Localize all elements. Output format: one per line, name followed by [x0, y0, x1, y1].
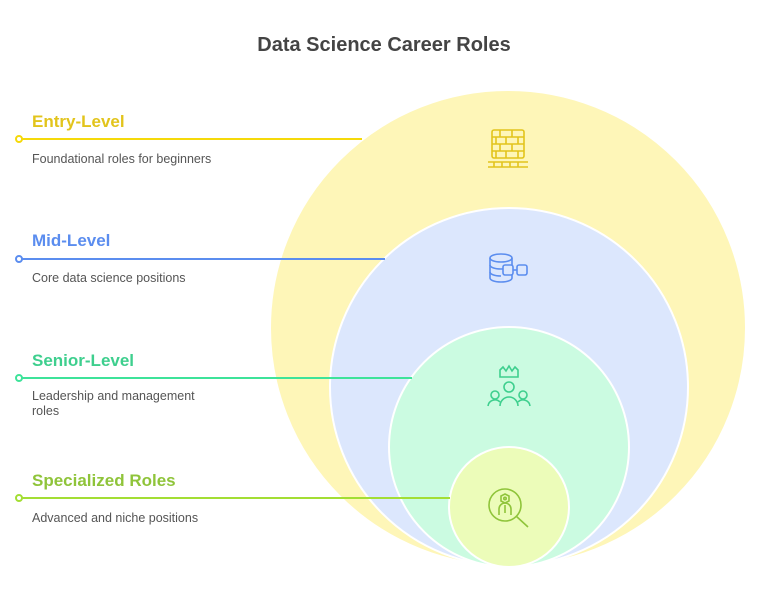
senior-level-connector	[15, 374, 412, 382]
entry-level-description: Foundational roles for beginners	[32, 152, 212, 166]
database-network-icon	[489, 253, 528, 283]
entry-level-label: Entry-Level	[32, 112, 125, 131]
specialized-roles-description: Advanced and niche positions	[32, 511, 199, 525]
specialized-roles-circle	[448, 446, 570, 568]
senior-level-description: Leadership and management roles	[32, 389, 195, 418]
entry-level-connector	[15, 135, 362, 143]
mid-level-connector	[15, 255, 385, 263]
mid-level-description: Core data science positions	[32, 271, 186, 285]
senior-level-label: Senior-Level	[32, 351, 135, 370]
diagram-title: Data Science Career Roles	[257, 34, 511, 56]
specialized-roles-connector	[15, 494, 450, 502]
mid-level-label: Mid-Level	[32, 231, 111, 250]
brick-wall-icon	[488, 129, 528, 168]
team-leader-crown-icon	[487, 364, 531, 407]
specialized-roles-label: Specialized Roles	[32, 471, 176, 490]
search-specialist-icon	[488, 488, 529, 528]
